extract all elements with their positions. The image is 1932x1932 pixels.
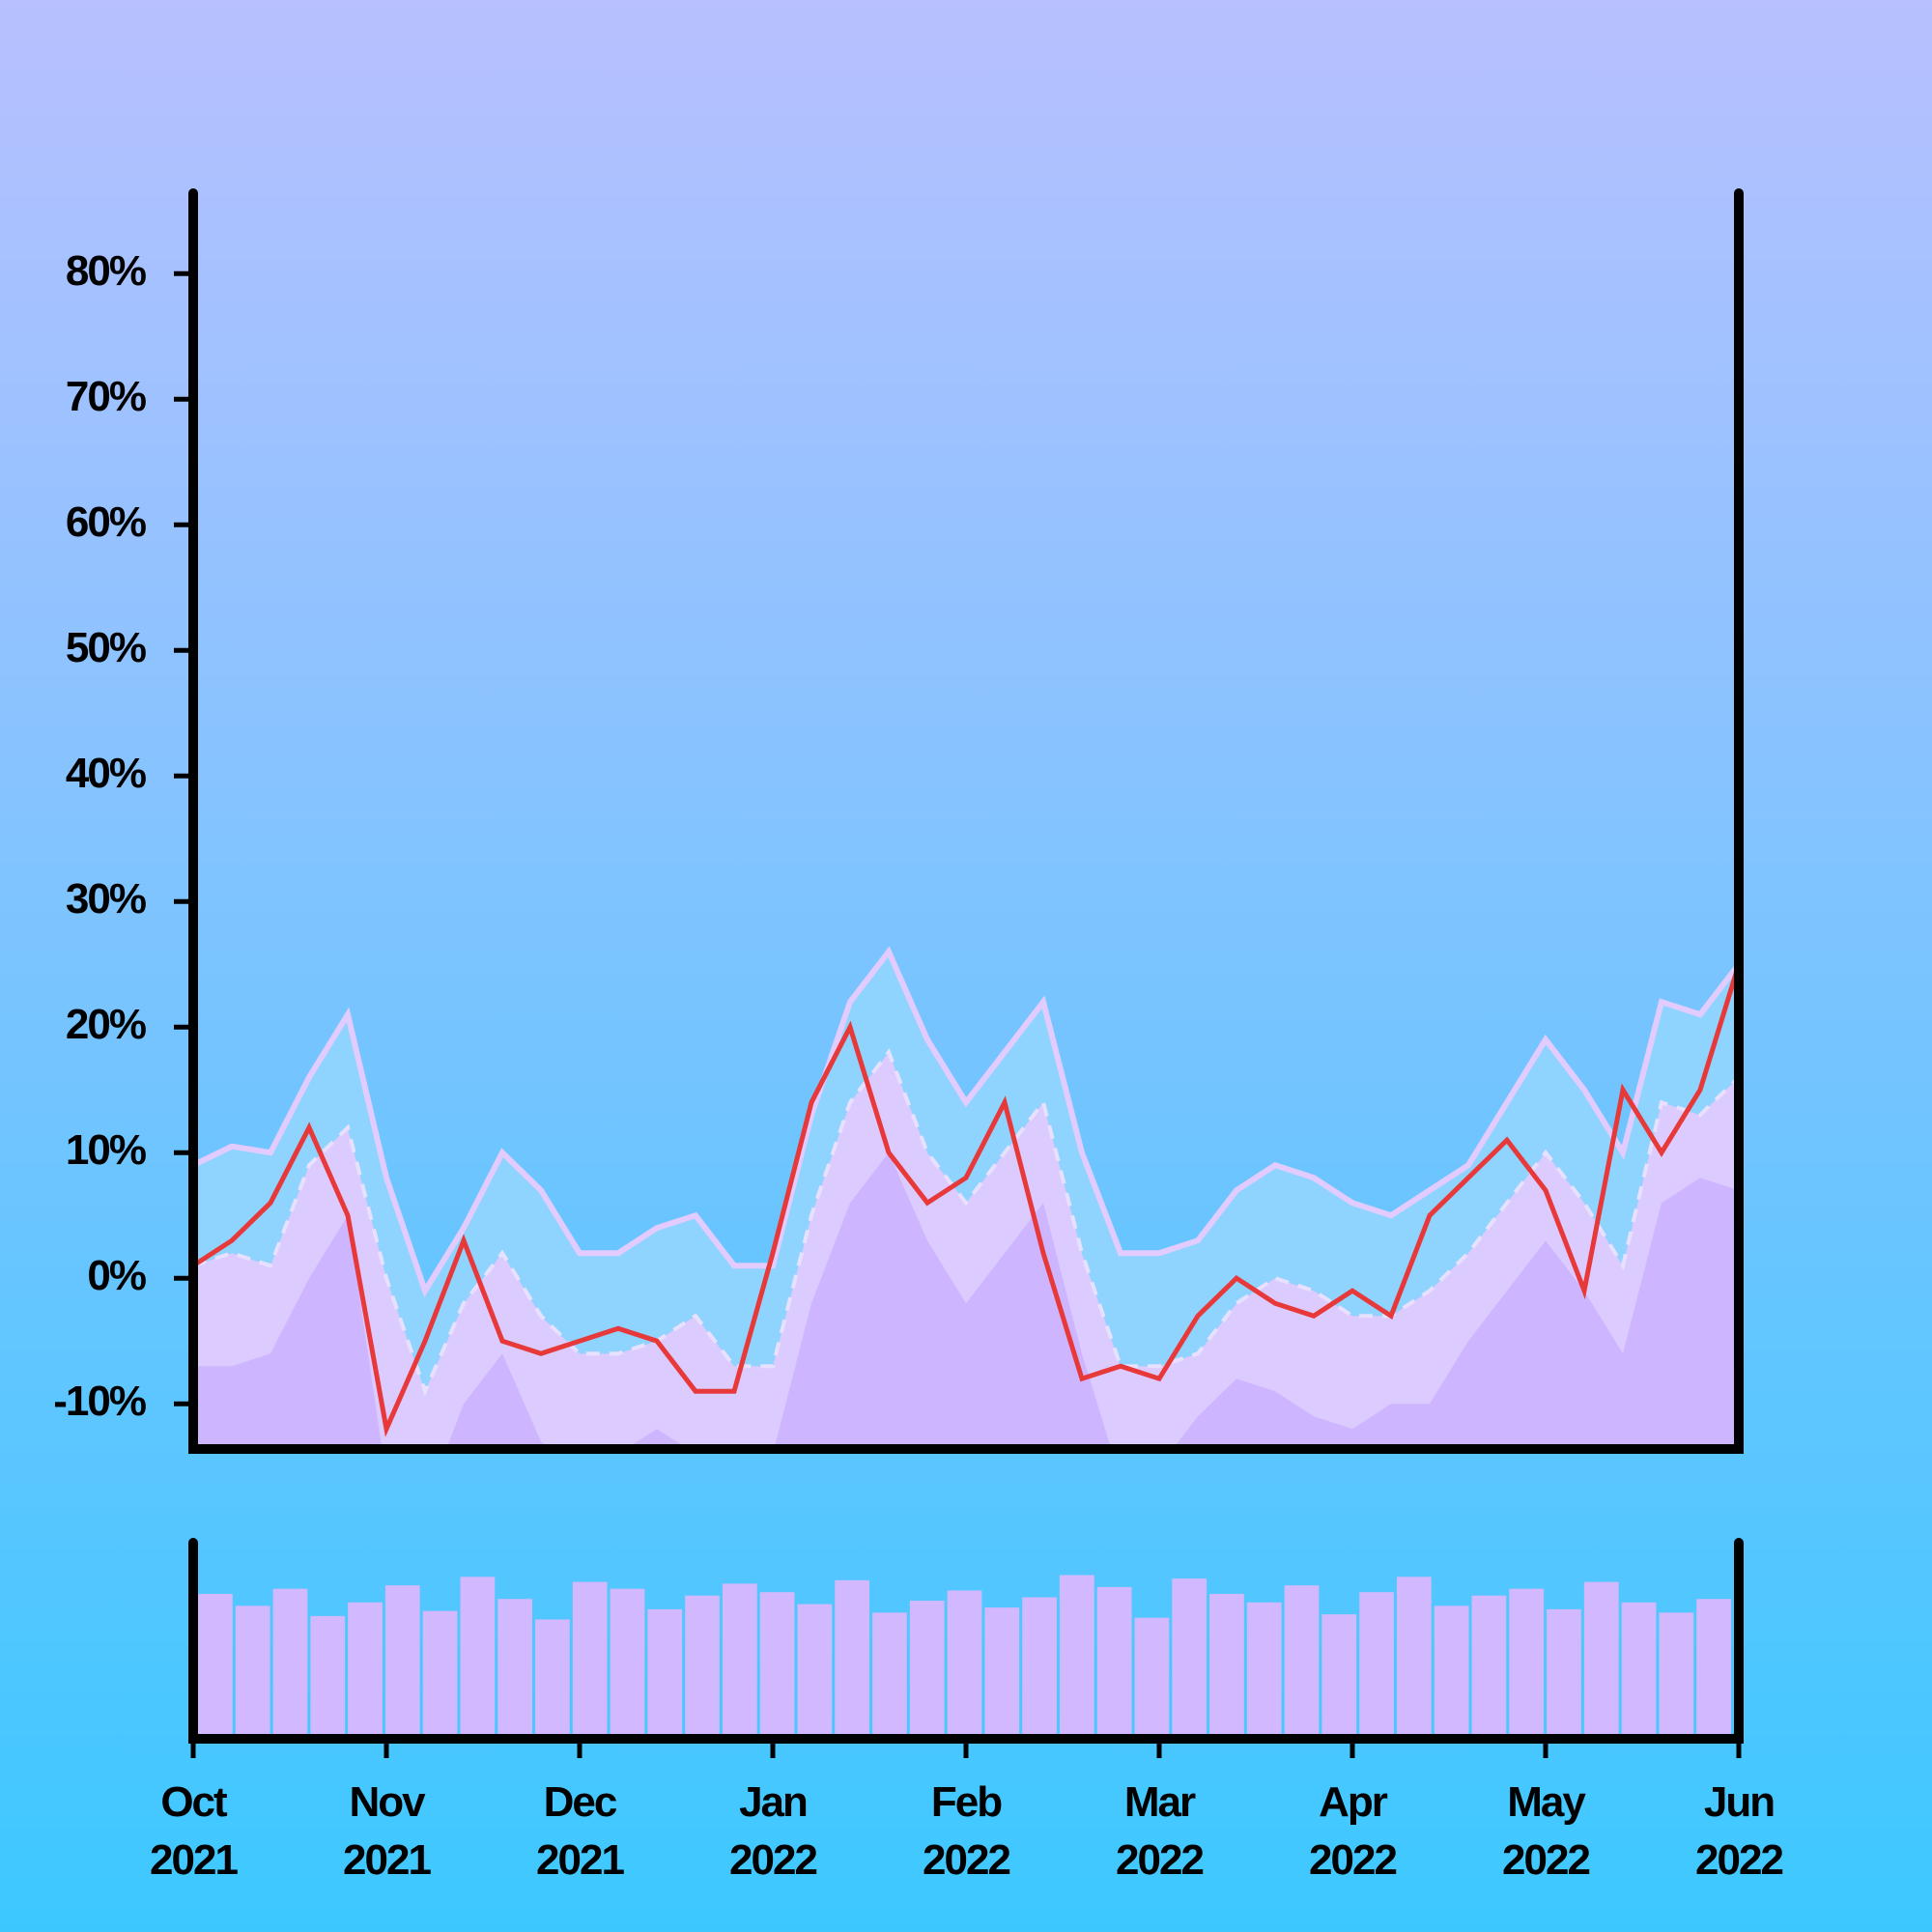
volume-bar — [422, 1610, 458, 1734]
volume-bar — [535, 1619, 570, 1734]
y-tick-label: 30% — [66, 875, 146, 923]
x-tick-label: Feb 2022 — [923, 1778, 1011, 1884]
volume-bar — [1209, 1593, 1244, 1734]
y-tick-label: 0% — [87, 1252, 145, 1299]
volume-bar — [1621, 1602, 1657, 1734]
upper-band-area — [193, 952, 1739, 1392]
volume-bar — [835, 1579, 870, 1734]
x-tick-label: May 2022 — [1502, 1778, 1591, 1884]
lower-area — [193, 1152, 1739, 1449]
volume-bar — [610, 1588, 645, 1734]
x-tick-label: Jan 2022 — [729, 1778, 818, 1884]
upper-band-line — [193, 946, 1739, 1298]
axes — [188, 188, 1744, 1744]
x-tick-label: Dec 2021 — [536, 1778, 625, 1884]
volume-bar — [647, 1608, 683, 1734]
middle-area — [193, 1052, 1739, 1449]
volume-bar — [1509, 1588, 1545, 1734]
volume-bar — [1583, 1581, 1619, 1734]
volume-bar — [1172, 1578, 1208, 1734]
volume-bar — [572, 1581, 608, 1734]
x-tick-label: Jun 2022 — [1695, 1778, 1784, 1884]
y-tick-label: 60% — [66, 498, 146, 546]
volume-bar — [722, 1583, 757, 1734]
volume-bar — [1134, 1617, 1170, 1734]
volume-bar — [1246, 1602, 1282, 1734]
middle-line — [193, 1048, 1739, 1397]
volume-bar — [1284, 1585, 1320, 1734]
volume-bar — [797, 1604, 833, 1734]
y-tick-label: 10% — [66, 1126, 146, 1174]
volume-bar — [198, 1593, 233, 1734]
volume-bar — [348, 1602, 383, 1734]
price-line — [193, 963, 1739, 1437]
volume-bar — [1434, 1605, 1469, 1734]
plot-area — [193, 946, 1739, 1449]
x-tick-label: Mar 2022 — [1116, 1778, 1205, 1884]
volume-bar — [272, 1588, 308, 1734]
y-tick-label: 50% — [66, 624, 146, 671]
x-tick-label: Apr 2022 — [1309, 1778, 1398, 1884]
y-tick-label: 70% — [66, 373, 146, 420]
volume-bar — [685, 1595, 720, 1734]
volume-bar — [1471, 1595, 1507, 1734]
volume-bar — [984, 1607, 1020, 1734]
y-tick-label: -10% — [53, 1378, 146, 1425]
volume-bar — [1359, 1592, 1394, 1734]
x-tick-label: Oct 2021 — [150, 1778, 239, 1884]
y-tick-label: 40% — [66, 750, 146, 797]
volume-bar — [872, 1612, 907, 1734]
x-tick-label: Nov 2021 — [343, 1778, 432, 1884]
volume-bar — [1059, 1575, 1094, 1734]
volume-bar — [1696, 1599, 1731, 1734]
volume-bar — [235, 1605, 270, 1734]
volume-bar — [947, 1590, 982, 1734]
volume-bar — [384, 1585, 420, 1734]
y-tick-label: 80% — [66, 247, 146, 295]
volume-bar — [460, 1577, 496, 1734]
volume-bar — [1096, 1586, 1132, 1734]
volume-bar — [1396, 1577, 1432, 1734]
volume-bar — [759, 1592, 795, 1734]
volume-bar — [310, 1615, 346, 1734]
volume-bar — [909, 1601, 945, 1734]
volume-bar — [1659, 1612, 1694, 1734]
volume-bar — [1022, 1597, 1057, 1734]
volume-bar — [1547, 1608, 1581, 1734]
volume-bar — [497, 1599, 533, 1734]
volume-bar — [1321, 1614, 1357, 1734]
y-tick-label: 20% — [66, 1001, 146, 1048]
